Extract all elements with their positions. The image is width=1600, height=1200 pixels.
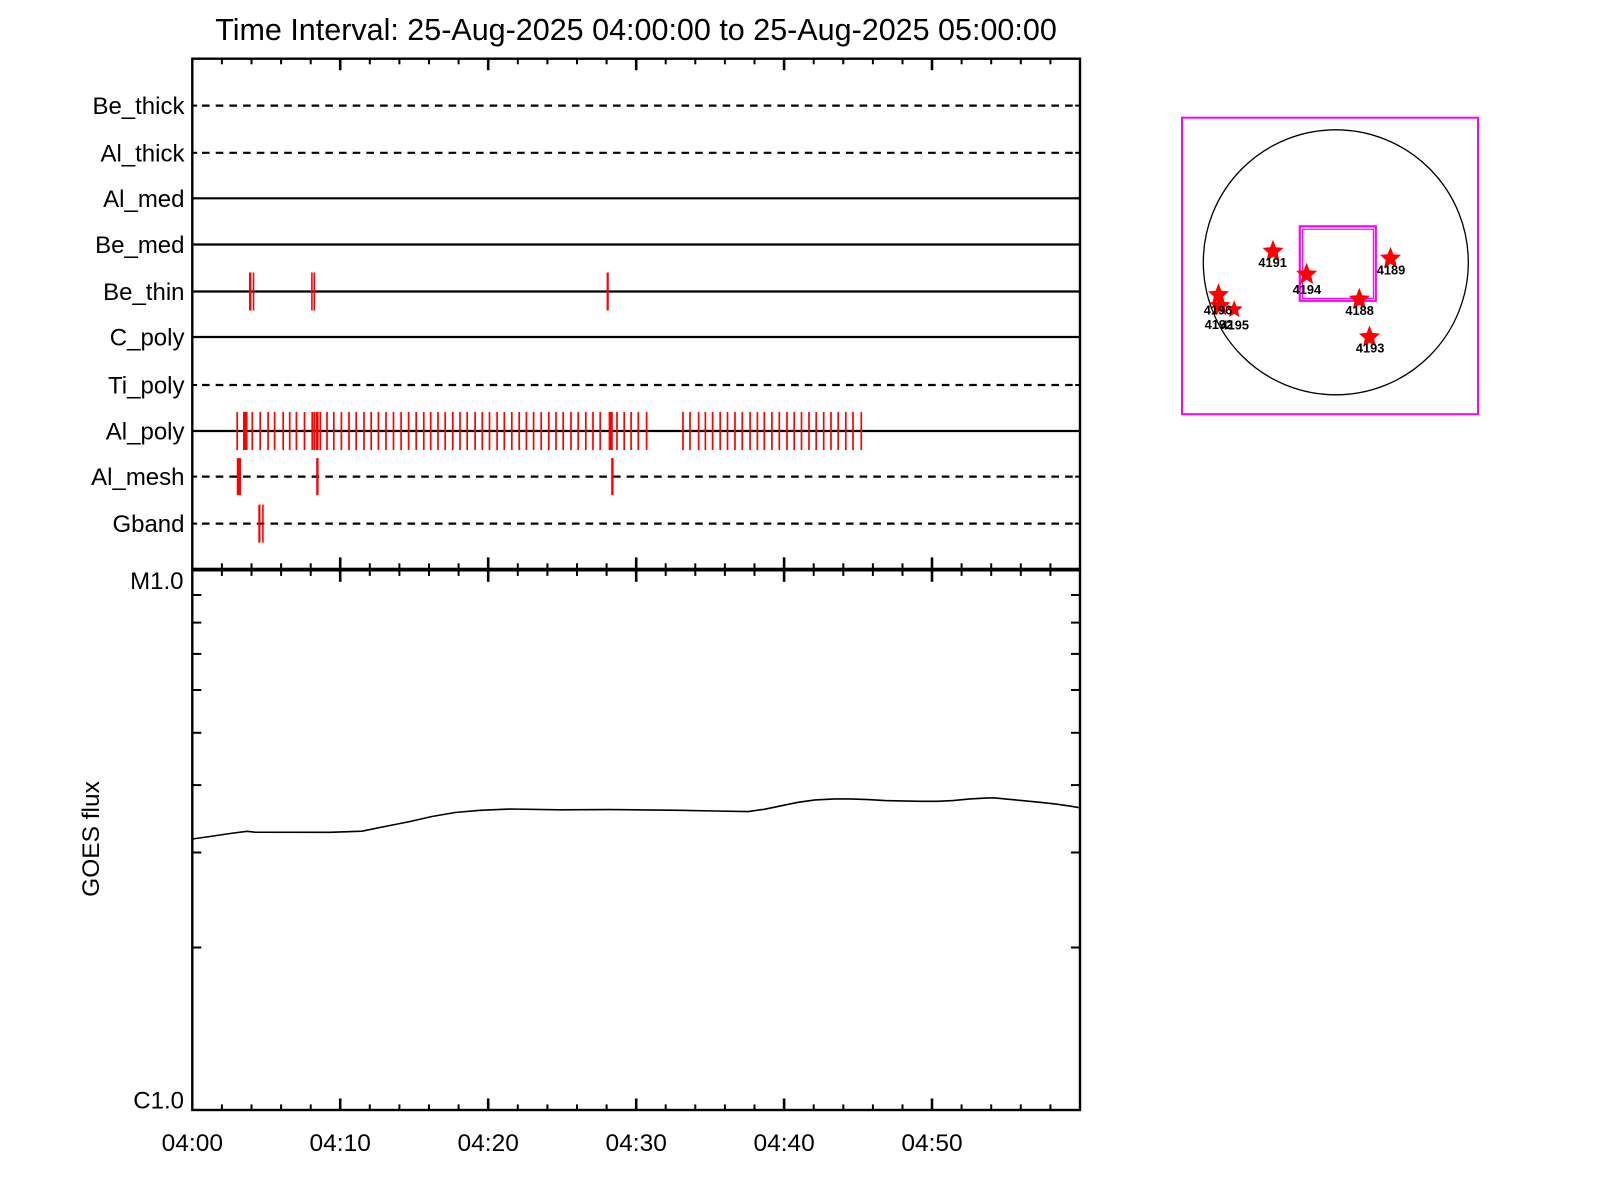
svg-text:C1.0: C1.0 <box>133 1088 184 1115</box>
svg-text:Be_med: Be_med <box>95 232 184 259</box>
svg-text:Be_thin: Be_thin <box>103 279 184 306</box>
svg-text:04:40: 04:40 <box>753 1130 814 1157</box>
svg-text:04:30: 04:30 <box>606 1130 667 1157</box>
svg-text:4191: 4191 <box>1258 255 1286 270</box>
svg-text:Time Interval: 25-Aug-2025 04:: Time Interval: 25-Aug-2025 04:00:00 to 2… <box>215 13 1057 47</box>
svg-text:Al_poly: Al_poly <box>106 419 185 446</box>
svg-text:04:20: 04:20 <box>458 1130 519 1157</box>
svg-text:Be_thick: Be_thick <box>92 93 185 120</box>
svg-text:4193: 4193 <box>1356 341 1384 356</box>
svg-text:Al_med: Al_med <box>103 186 184 213</box>
svg-text:Al_mesh: Al_mesh <box>91 464 184 491</box>
svg-text:04:50: 04:50 <box>901 1130 962 1157</box>
svg-text:4194: 4194 <box>1293 282 1322 297</box>
svg-text:C_poly: C_poly <box>110 325 185 352</box>
svg-text:04:10: 04:10 <box>310 1130 371 1157</box>
svg-text:Gband: Gband <box>112 511 184 538</box>
svg-text:4189: 4189 <box>1377 262 1405 277</box>
svg-text:04:00: 04:00 <box>162 1130 223 1157</box>
svg-text:GOES flux: GOES flux <box>78 781 105 897</box>
svg-text:Al_thick: Al_thick <box>100 140 185 167</box>
svg-text:4192: 4192 <box>1205 317 1233 332</box>
svg-text:4196: 4196 <box>1204 303 1232 318</box>
svg-text:Ti_poly: Ti_poly <box>108 373 184 400</box>
svg-text:4195: 4195 <box>1221 317 1249 332</box>
svg-text:M1.0: M1.0 <box>130 568 183 595</box>
svg-text:4188: 4188 <box>1345 303 1373 318</box>
